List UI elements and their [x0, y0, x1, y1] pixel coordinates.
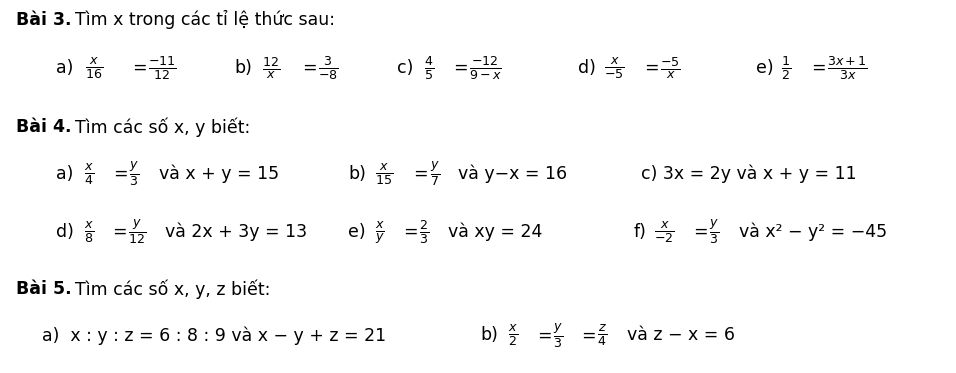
- Text: và 2x + 3y = 13: và 2x + 3y = 13: [165, 223, 308, 241]
- Text: $\frac{x}{-2}$: $\frac{x}{-2}$: [654, 219, 675, 245]
- Text: $\frac{x}{4}$: $\frac{x}{4}$: [84, 161, 94, 186]
- Text: e): e): [755, 59, 773, 77]
- Text: $\frac{y}{7}$: $\frac{y}{7}$: [429, 160, 440, 188]
- Text: $\frac{3x+1}{3x}$: $\frac{3x+1}{3x}$: [827, 54, 868, 82]
- Text: $\frac{1}{2}$: $\frac{1}{2}$: [781, 54, 792, 82]
- Text: $\frac{x}{2}$: $\frac{x}{2}$: [509, 322, 519, 348]
- Text: b): b): [348, 165, 366, 183]
- Text: $\frac{y}{12}$: $\frac{y}{12}$: [128, 218, 146, 246]
- Text: $\frac{-11}{12}$: $\frac{-11}{12}$: [148, 54, 177, 82]
- Text: Tìm các số x, y biết:: Tìm các số x, y biết:: [76, 117, 250, 137]
- Text: $\frac{x}{-5}$: $\frac{x}{-5}$: [604, 55, 624, 81]
- Text: a): a): [56, 165, 74, 183]
- Text: $\frac{x}{16}$: $\frac{x}{16}$: [85, 55, 102, 81]
- Text: Bài 3.: Bài 3.: [15, 11, 71, 29]
- Text: c): c): [398, 59, 414, 77]
- Text: =: =: [536, 326, 552, 344]
- Text: $\frac{3}{-8}$: $\frac{3}{-8}$: [317, 54, 338, 82]
- Text: b): b): [234, 59, 252, 77]
- Text: $\frac{x}{15}$: $\frac{x}{15}$: [375, 161, 393, 186]
- Text: =: =: [403, 223, 418, 241]
- Text: =: =: [414, 165, 428, 183]
- Text: $\frac{4}{5}$: $\frac{4}{5}$: [424, 54, 434, 82]
- Text: =: =: [453, 59, 468, 77]
- Text: và x + y = 15: và x + y = 15: [159, 164, 279, 183]
- Text: Tìm các số x, y, z biết:: Tìm các số x, y, z biết:: [76, 280, 271, 299]
- Text: b): b): [481, 326, 499, 344]
- Text: $\frac{x}{8}$: $\frac{x}{8}$: [84, 219, 94, 245]
- Text: =: =: [302, 59, 316, 77]
- Text: Tìm x trong các tỉ lệ thức sau:: Tìm x trong các tỉ lệ thức sau:: [76, 10, 336, 29]
- Text: $\frac{-5}{x}$: $\frac{-5}{x}$: [660, 55, 681, 81]
- Text: =: =: [811, 59, 825, 77]
- Text: e): e): [348, 223, 366, 241]
- Text: a): a): [56, 59, 74, 77]
- Text: a)  x : y : z = 6 : 8 : 9 và x − y + z = 21: a) x : y : z = 6 : 8 : 9 và x − y + z = …: [42, 326, 386, 345]
- Text: d): d): [56, 223, 75, 241]
- Text: $\frac{2}{3}$: $\frac{2}{3}$: [420, 218, 429, 246]
- Text: $\frac{y}{3}$: $\frac{y}{3}$: [553, 321, 563, 350]
- Text: và xy = 24: và xy = 24: [447, 223, 542, 241]
- Text: f): f): [634, 223, 646, 241]
- Text: $\frac{12}{x}$: $\frac{12}{x}$: [262, 55, 280, 81]
- Text: và z − x = 6: và z − x = 6: [627, 326, 735, 344]
- Text: $\frac{y}{3}$: $\frac{y}{3}$: [709, 218, 720, 246]
- Text: và x² − y² = −45: và x² − y² = −45: [739, 223, 887, 241]
- Text: $\frac{z}{4}$: $\frac{z}{4}$: [598, 322, 607, 348]
- Text: $\frac{x}{y}$: $\frac{x}{y}$: [375, 219, 384, 245]
- Text: $\frac{-12}{9-x}$: $\frac{-12}{9-x}$: [468, 54, 502, 82]
- Text: c) 3x = 2y và x + y = 11: c) 3x = 2y và x + y = 11: [641, 164, 857, 183]
- Text: =: =: [112, 223, 127, 241]
- Text: =: =: [693, 223, 707, 241]
- Text: =: =: [581, 326, 596, 344]
- Text: =: =: [113, 165, 128, 183]
- Text: Bài 4.: Bài 4.: [15, 118, 71, 137]
- Text: d): d): [577, 59, 596, 77]
- Text: Bài 5.: Bài 5.: [15, 280, 71, 298]
- Text: =: =: [132, 59, 146, 77]
- Text: và y−x = 16: và y−x = 16: [458, 164, 567, 183]
- Text: =: =: [643, 59, 659, 77]
- Text: $\frac{y}{3}$: $\frac{y}{3}$: [129, 160, 140, 188]
